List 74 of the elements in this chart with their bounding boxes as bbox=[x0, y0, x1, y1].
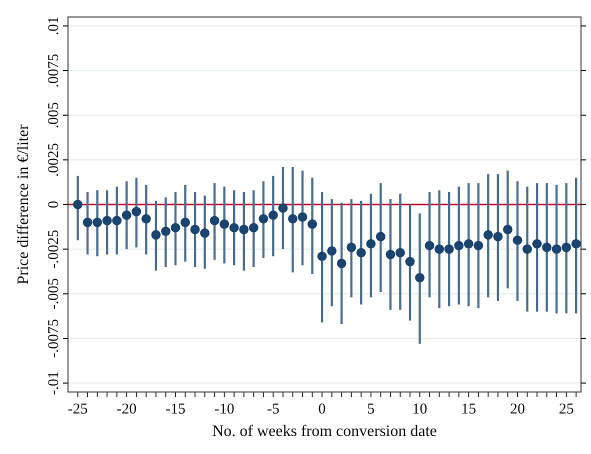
point bbox=[151, 230, 161, 240]
point bbox=[434, 244, 444, 254]
x-tick-label: 10 bbox=[412, 402, 428, 418]
x-tick-label: -15 bbox=[165, 402, 186, 418]
point bbox=[317, 252, 327, 261]
point bbox=[502, 224, 512, 234]
point bbox=[200, 228, 210, 238]
point bbox=[571, 239, 581, 248]
x-tick-label: 25 bbox=[558, 402, 574, 418]
point bbox=[92, 218, 102, 228]
x-tick-label: 0 bbox=[318, 402, 326, 418]
point bbox=[474, 240, 484, 250]
point bbox=[386, 250, 396, 260]
x-tick-label: -25 bbox=[68, 402, 88, 418]
x-tick-label: -5 bbox=[266, 402, 280, 418]
point bbox=[102, 216, 112, 226]
point bbox=[483, 230, 493, 240]
point bbox=[454, 240, 464, 250]
point bbox=[542, 242, 552, 252]
point bbox=[141, 214, 151, 224]
point bbox=[248, 223, 258, 232]
point bbox=[308, 219, 318, 229]
point bbox=[336, 258, 346, 268]
y-tick-label: -.0025 bbox=[46, 230, 62, 269]
point bbox=[298, 212, 308, 222]
point bbox=[229, 223, 239, 232]
x-tick-label: -10 bbox=[214, 402, 234, 418]
point bbox=[522, 244, 532, 254]
point bbox=[532, 239, 542, 248]
point bbox=[190, 224, 200, 234]
y-axis-title: Price difference in €/liter bbox=[15, 124, 32, 285]
point bbox=[512, 236, 522, 245]
x-tick-label: 20 bbox=[510, 402, 525, 418]
point bbox=[366, 239, 376, 248]
y-tick-label: 0 bbox=[46, 200, 62, 208]
x-tick-label: 15 bbox=[461, 402, 476, 418]
x-tick-label: -20 bbox=[116, 402, 137, 418]
point bbox=[278, 203, 288, 213]
point bbox=[493, 232, 503, 242]
y-tick-label: .005 bbox=[46, 102, 62, 128]
point bbox=[258, 214, 268, 224]
point bbox=[552, 244, 562, 254]
point bbox=[180, 218, 190, 228]
y-tick-label: -.0075 bbox=[46, 319, 62, 358]
point bbox=[268, 210, 278, 220]
y-tick-label: .01 bbox=[46, 16, 62, 36]
point bbox=[562, 242, 572, 252]
point bbox=[122, 210, 132, 220]
point bbox=[424, 240, 434, 250]
point bbox=[73, 200, 82, 210]
point bbox=[376, 232, 386, 242]
y-tick-label: -.01 bbox=[46, 371, 62, 395]
point bbox=[356, 248, 366, 258]
point bbox=[444, 244, 454, 254]
point bbox=[346, 242, 356, 252]
point bbox=[464, 239, 474, 248]
point bbox=[396, 248, 405, 258]
x-axis-title: No. of weeks from conversion date bbox=[212, 423, 437, 440]
point bbox=[160, 226, 170, 236]
point bbox=[210, 216, 220, 226]
point bbox=[112, 216, 122, 226]
point bbox=[132, 206, 142, 216]
point bbox=[288, 214, 298, 224]
y-tick-label: .0025 bbox=[46, 142, 62, 177]
point bbox=[415, 273, 424, 282]
point bbox=[170, 223, 180, 232]
y-tick-label: -.005 bbox=[46, 278, 62, 310]
x-tick-label: 5 bbox=[367, 402, 375, 418]
point bbox=[327, 246, 337, 256]
point bbox=[405, 256, 415, 266]
point bbox=[82, 218, 92, 228]
point bbox=[239, 224, 249, 234]
point bbox=[220, 219, 230, 229]
y-tick-label: .0075 bbox=[46, 54, 62, 88]
